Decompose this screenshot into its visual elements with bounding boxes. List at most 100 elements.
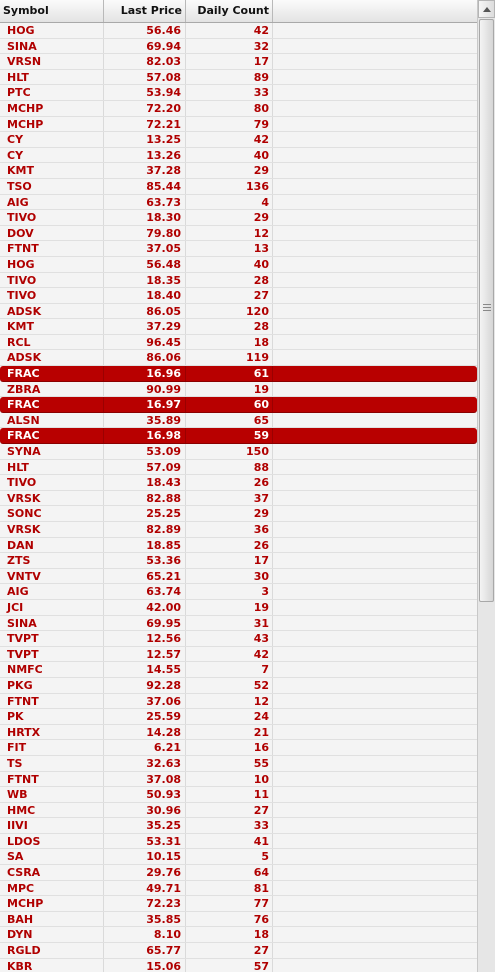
table-row[interactable]: VNTV 65.21 30 [0,568,477,585]
table-row[interactable]: AIG 63.73 4 [0,194,477,211]
table-row[interactable]: FIT 6.21 16 [0,740,477,756]
daily-count-cell: 40 [186,256,273,272]
table-row[interactable]: LDOS 53.31 41 [0,833,477,850]
table-row[interactable]: TIVO 18.43 26 [0,475,477,491]
daily-count-cell: 33 [186,85,273,100]
table-row[interactable]: SA 10.15 5 [0,849,477,866]
table-row[interactable]: FRAC 16.96 61 [0,366,477,382]
table-row[interactable]: HOG 56.46 42 [0,23,477,39]
daily-count-cell: 29 [186,210,273,225]
daily-count-cell: 24 [186,709,273,724]
symbol-cell: TIVO [0,475,104,490]
table-row[interactable]: HMC 30.96 27 [0,802,477,819]
table-row[interactable]: ADSK 86.05 120 [0,303,477,320]
column-header-daily-count[interactable]: Daily Count [186,0,273,22]
vertical-scrollbar[interactable] [477,0,495,972]
scroll-up-arrow-icon[interactable] [478,0,495,18]
symbol-cell: HRTX [0,724,104,740]
daily-count-cell: 13 [186,241,273,256]
table-row[interactable]: MCHP 72.23 77 [0,896,477,912]
table-row[interactable]: CY 13.25 42 [0,132,477,148]
table-row[interactable]: JCI 42.00 19 [0,599,477,616]
table-row[interactable]: PKG 92.28 52 [0,677,477,694]
table-row[interactable]: SONC 25.25 29 [0,506,477,522]
column-header-symbol[interactable]: Symbol [0,0,104,22]
daily-count-cell: 42 [186,646,273,662]
last-price-cell: 12.56 [104,631,186,646]
last-price-cell: 18.85 [104,537,186,553]
table-row[interactable]: MCHP 72.20 80 [0,100,477,117]
daily-count-cell: 43 [186,631,273,646]
daily-count-cell: 136 [186,178,273,194]
table-row[interactable]: DYN 8.10 18 [0,927,477,944]
table-row[interactable]: FRAC 16.97 60 [0,397,477,413]
table-row[interactable]: ZTS 53.36 17 [0,553,477,569]
last-price-cell: 10.15 [104,849,186,865]
table-row[interactable]: SINA 69.95 31 [0,615,477,632]
table-row[interactable]: HLT 57.08 89 [0,69,477,86]
table-row[interactable]: TIVO 18.35 28 [0,272,477,289]
symbol-cell: TSO [0,178,104,194]
table-row[interactable]: NMFC 14.55 7 [0,662,477,678]
table-row[interactable]: TIVO 18.30 29 [0,210,477,226]
table-row[interactable]: FTNT 37.08 10 [0,771,477,788]
last-price-cell: 69.95 [104,615,186,631]
table-row[interactable]: FTNT 37.05 13 [0,241,477,257]
daily-count-cell: 5 [186,849,273,865]
table-row[interactable]: BAH 35.85 76 [0,911,477,928]
table-row[interactable]: CY 13.26 40 [0,147,477,164]
symbol-cell: DOV [0,225,104,241]
table-row[interactable]: DAN 18.85 26 [0,537,477,554]
daily-count-cell: 77 [186,896,273,911]
table-row[interactable]: HOG 56.48 40 [0,256,477,273]
symbol-cell: MCHP [0,100,104,116]
table-row[interactable]: FTNT 37.06 12 [0,693,477,710]
table-row[interactable]: RGLD 65.77 27 [0,943,477,959]
table-row[interactable]: TSO 85.44 136 [0,178,477,195]
last-price-cell: 25.59 [104,709,186,724]
table-row[interactable]: KBR 15.06 57 [0,958,477,972]
table-row[interactable]: VRSN 82.03 17 [0,54,477,70]
daily-count-cell: 11 [186,787,273,802]
table-row[interactable]: PK 25.59 24 [0,709,477,725]
symbol-cell: PKG [0,677,104,693]
last-price-cell: 92.28 [104,677,186,693]
symbol-cell: TIVO [0,210,104,225]
table-row[interactable]: TVPT 12.57 42 [0,646,477,663]
table-row[interactable]: ADSK 86.06 119 [0,350,477,367]
table-row[interactable]: MPC 49.71 81 [0,880,477,897]
table-row[interactable]: SYNA 53.09 150 [0,444,477,460]
scrollbar-thumb[interactable] [479,19,494,602]
table-row[interactable]: VRSK 82.88 37 [0,490,477,507]
symbol-cell: BAH [0,911,104,927]
last-price-cell: 82.03 [104,54,186,69]
table-row[interactable]: AIG 63.74 3 [0,584,477,600]
column-header-last-price[interactable]: Last Price [104,0,186,22]
symbol-cell: TIVO [0,272,104,288]
daily-count-cell: 28 [186,272,273,288]
table-row[interactable]: CSRA 29.76 64 [0,865,477,881]
table-row[interactable]: MCHP 72.21 79 [0,116,477,133]
table-row[interactable]: TIVO 18.40 27 [0,288,477,304]
symbol-cell: FIT [0,740,104,755]
last-price-cell: 79.80 [104,225,186,241]
daily-count-cell: 31 [186,615,273,631]
table-row[interactable]: SINA 69.94 32 [0,38,477,55]
table-row[interactable]: TVPT 12.56 43 [0,631,477,647]
table-row[interactable]: HRTX 14.28 21 [0,724,477,741]
table-row[interactable]: PTC 53.94 33 [0,85,477,101]
table-row[interactable]: IIVI 35.25 33 [0,818,477,834]
table-row[interactable]: TS 32.63 55 [0,755,477,772]
table-row[interactable]: FRAC 16.98 59 [0,428,477,445]
table-row[interactable]: DOV 79.80 12 [0,225,477,242]
table-row[interactable]: ZBRA 90.99 19 [0,381,477,398]
table-row[interactable]: VRSK 82.89 36 [0,522,477,538]
symbol-cell: HOG [0,23,104,38]
table-row[interactable]: RCL 96.45 18 [0,334,477,351]
table-row[interactable]: ALSN 35.89 65 [0,412,477,429]
symbol-cell: IIVI [0,818,104,833]
table-row[interactable]: KMT 37.28 29 [0,163,477,179]
table-row[interactable]: WB 50.93 11 [0,787,477,803]
table-row[interactable]: KMT 37.29 28 [0,319,477,335]
table-row[interactable]: HLT 57.09 88 [0,459,477,476]
